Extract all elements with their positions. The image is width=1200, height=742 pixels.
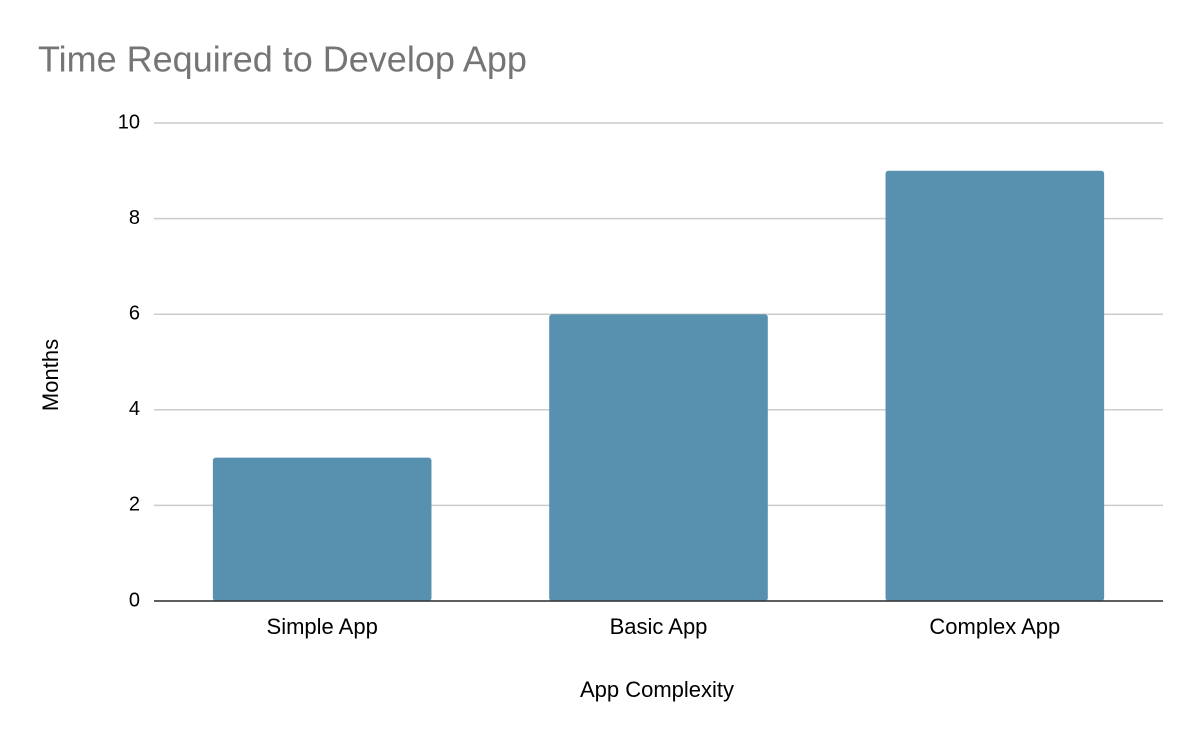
y-tick-label: 6	[129, 302, 140, 324]
chart-title: Time Required to Develop App	[38, 39, 527, 80]
y-tick-label: 2	[129, 494, 140, 516]
y-tick-label: 8	[129, 207, 140, 229]
y-axis-label: Months	[38, 339, 63, 411]
x-tick-label: Complex App	[929, 614, 1060, 639]
bar	[212, 457, 432, 601]
x-tick-label: Basic App	[610, 614, 708, 639]
x-tick-label: Simple App	[267, 614, 378, 639]
y-tick-label: 4	[129, 398, 140, 420]
bar	[885, 170, 1105, 602]
x-axis-label: App Complexity	[580, 677, 734, 702]
y-tick-label: 10	[118, 111, 140, 133]
y-tick-label: 0	[129, 589, 140, 611]
bar	[549, 314, 768, 601]
